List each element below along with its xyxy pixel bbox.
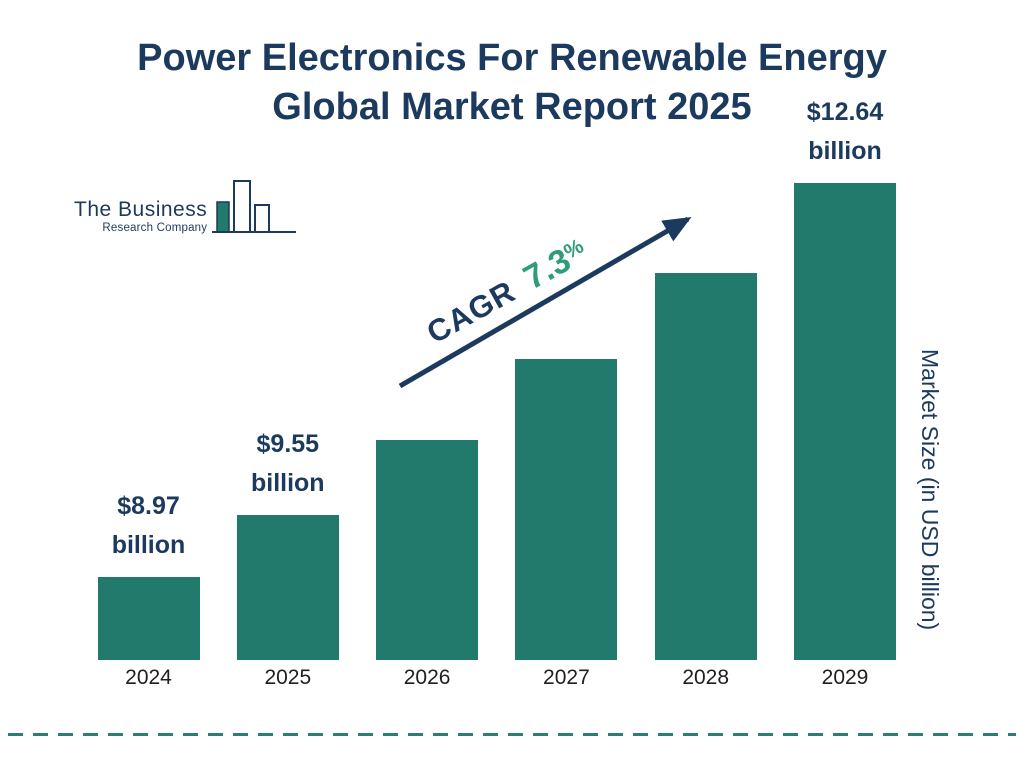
chart-bar <box>236 514 339 660</box>
company-logo: The Business Research Company <box>74 178 298 242</box>
x-axis-tick-label: 2029 <box>821 666 869 689</box>
x-axis-tick-label: 2024 <box>125 666 172 689</box>
x-axis-tick-label: 2025 <box>264 666 312 689</box>
logo-company-subname: Research Company <box>102 222 208 234</box>
chart-bar <box>97 577 200 660</box>
chart-title-line2: Global Market Report 2025 <box>272 86 752 128</box>
bar-value-unit: billion <box>111 531 186 559</box>
bar-value-unit: billion <box>808 137 882 165</box>
bar-value-unit: billion <box>250 468 325 497</box>
chart-title-line1: Power Electronics For Renewable Energy <box>137 37 887 79</box>
bar-value-amount: $12.64 <box>806 98 884 126</box>
bottom-dashed-line <box>8 733 1016 736</box>
bar-value-label: $9.55 billion <box>203 425 373 503</box>
bar-value-label: $8.97 billion <box>64 487 234 565</box>
chart-bar <box>794 183 896 660</box>
chart-title: Power Electronics For Renewable Energy G… <box>0 34 1024 132</box>
chart-bar <box>376 439 479 660</box>
bar-value-label: $12.64 billion <box>760 93 930 171</box>
logo-company-name: The Business <box>74 198 208 221</box>
logo-bar-chart-icon <box>212 180 297 233</box>
bar-value-amount: $8.97 <box>117 492 180 520</box>
logo-text: The Business Research Company <box>74 198 207 242</box>
chart-bar <box>515 359 618 660</box>
chart-bar <box>654 273 757 660</box>
x-axis-tick-label: 2026 <box>403 666 451 689</box>
bar-value-amount: $9.55 <box>256 429 320 458</box>
x-axis-tick-label: 2027 <box>543 666 590 689</box>
x-axis-tick-label: 2028 <box>682 666 730 689</box>
y-axis-label: Market Size (in USD billion) <box>917 349 943 631</box>
